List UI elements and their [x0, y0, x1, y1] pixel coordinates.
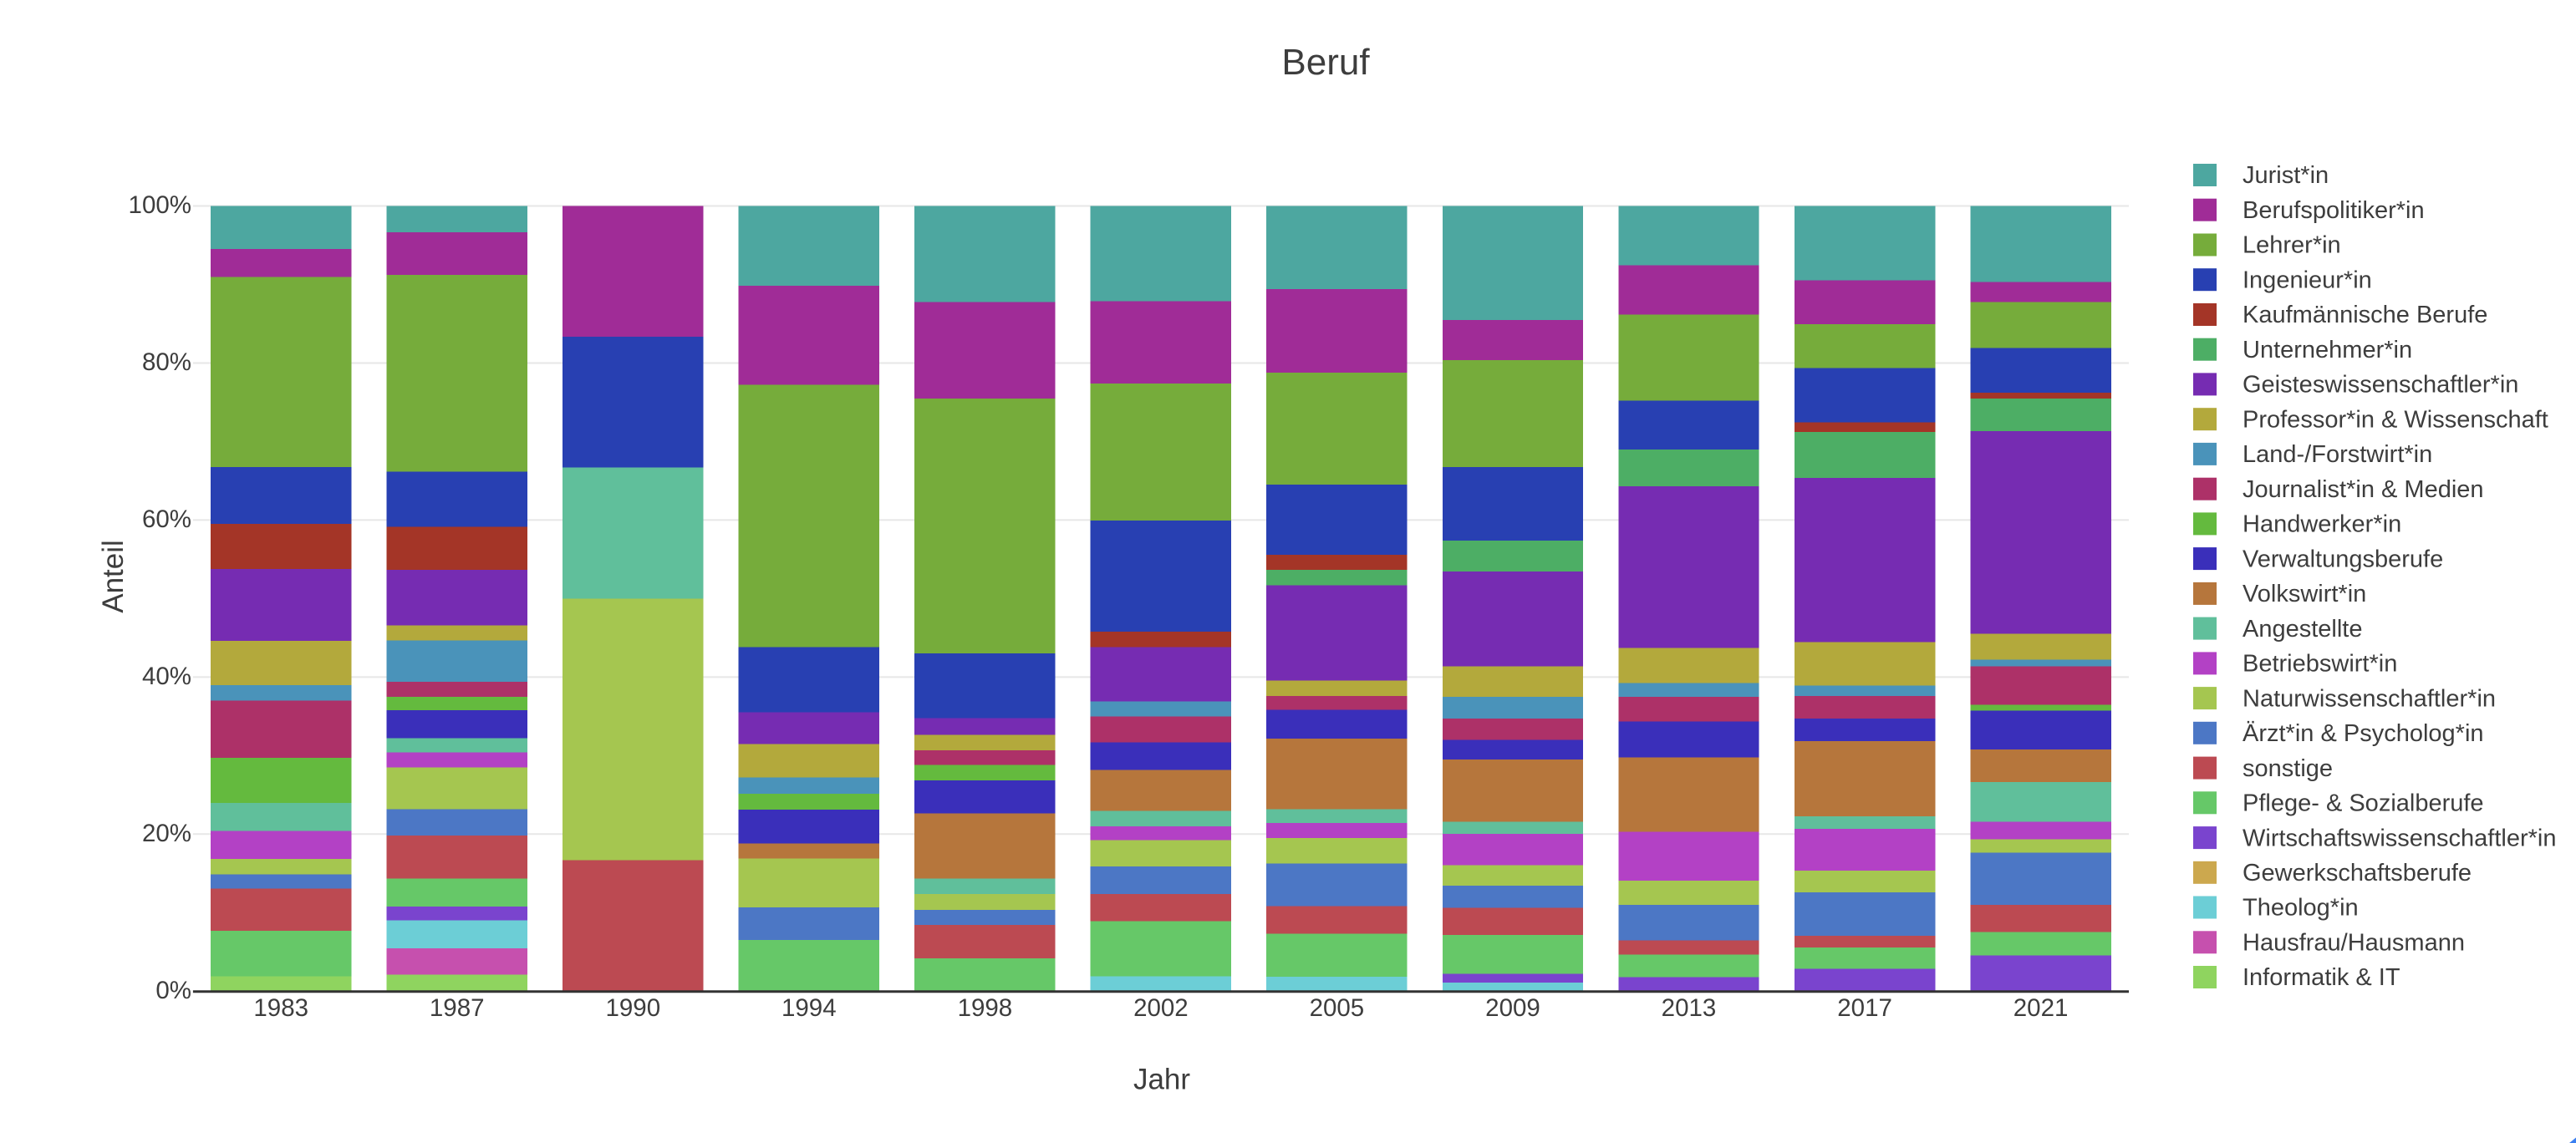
- svg-text:2005: 2005: [1310, 994, 1365, 1022]
- svg-text:2013: 2013: [1662, 994, 1717, 1022]
- svg-text:Journalist*in & Medien: Journalist*in & Medien: [2243, 476, 2484, 503]
- svg-text:Hausfrau/Hausmann: Hausfrau/Hausmann: [2243, 930, 2465, 957]
- svg-text:sonstige: sonstige: [2243, 755, 2333, 782]
- svg-text:Betriebswirt*in: Betriebswirt*in: [2243, 651, 2397, 678]
- svg-text:Verwaltungsberufe: Verwaltungsberufe: [2243, 546, 2443, 572]
- svg-text:2009: 2009: [1485, 994, 1540, 1022]
- svg-text:40%: 40%: [142, 663, 191, 690]
- svg-text:2017: 2017: [1837, 994, 1892, 1022]
- svg-text:1994: 1994: [781, 994, 837, 1022]
- svg-text:20%: 20%: [142, 820, 191, 847]
- svg-text:Theolog*in: Theolog*in: [2243, 895, 2359, 922]
- svg-text:Handwerker*in: Handwerker*in: [2243, 511, 2401, 538]
- svg-text:Angestellte: Angestellte: [2243, 616, 2363, 643]
- svg-text:1987: 1987: [430, 994, 485, 1022]
- svg-text:1998: 1998: [958, 994, 1013, 1022]
- svg-text:2002: 2002: [1133, 994, 1189, 1022]
- svg-text:1990: 1990: [605, 994, 660, 1022]
- svg-text:1983: 1983: [253, 994, 308, 1022]
- svg-text:Kaufmännische Berufe: Kaufmännische Berufe: [2243, 302, 2487, 328]
- svg-text:Ingenieur*in: Ingenieur*in: [2243, 267, 2372, 293]
- svg-text:Jahr: Jahr: [1133, 1063, 1190, 1095]
- svg-text:80%: 80%: [142, 348, 191, 376]
- svg-text:Informatik & IT: Informatik & IT: [2243, 964, 2400, 991]
- svg-text:Wirtschaftswissenschaftler*in: Wirtschaftswissenschaftler*in: [2243, 825, 2557, 851]
- svg-text:Professor*in & Wissenschaft: Professor*in & Wissenschaft: [2243, 406, 2548, 433]
- svg-text:Berufspolitiker*in: Berufspolitiker*in: [2243, 197, 2425, 224]
- svg-text:Lehrer*in: Lehrer*in: [2243, 232, 2341, 259]
- svg-text:Volkswirt*in: Volkswirt*in: [2243, 581, 2366, 607]
- svg-text:2021: 2021: [2013, 994, 2069, 1022]
- svg-text:Gewerkschaftsberufe: Gewerkschaftsberufe: [2243, 860, 2472, 886]
- svg-text:100%: 100%: [129, 191, 191, 219]
- svg-text:Land-/Forstwirt*in: Land-/Forstwirt*in: [2243, 441, 2432, 468]
- svg-text:Geisteswissenschaftler*in: Geisteswissenschaftler*in: [2243, 372, 2518, 399]
- svg-text:0%: 0%: [155, 977, 191, 1004]
- svg-text:Ärzt*in & Psycholog*in: Ärzt*in & Psycholog*in: [2243, 720, 2484, 747]
- svg-text:Naturwissenschaftler*in: Naturwissenschaftler*in: [2243, 685, 2496, 712]
- svg-text:60%: 60%: [142, 505, 191, 533]
- svg-text:Jurist*in: Jurist*in: [2243, 162, 2329, 189]
- svg-text:Unternehmer*in: Unternehmer*in: [2243, 337, 2412, 363]
- svg-text:Beruf: Beruf: [1281, 42, 1370, 83]
- svg-text:Pflege- & Sozialberufe: Pflege- & Sozialberufe: [2243, 790, 2484, 817]
- svg-text:Anteil: Anteil: [97, 540, 130, 613]
